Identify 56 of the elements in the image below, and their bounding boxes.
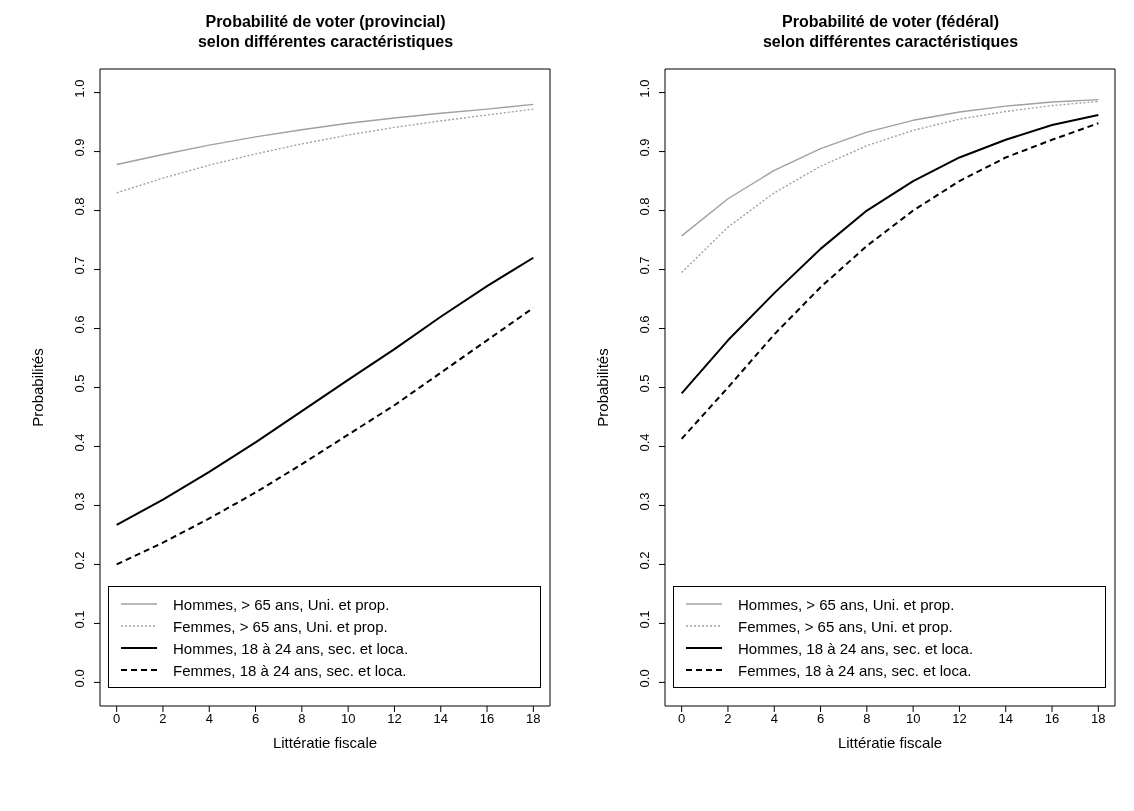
x-tick-label: 0 [113,711,121,727]
y-tick-label: 0.4 [637,433,652,452]
y-tick-label: 0.1 [637,610,652,629]
x-tick-label: 6 [816,711,825,727]
x-tick-label: 16 [479,711,495,727]
x-tick-label: 8 [863,711,871,727]
x-tick-label: 18 [526,711,541,727]
legend-label: Femmes, 18 à 24 ans, sec. et loca. [173,661,407,679]
x-tick-label: 0 [678,711,686,727]
x-axis-title: Littératie fiscale [272,734,378,751]
legend-label: Hommes, > 65 ans, Uni. et prop. [738,595,955,613]
x-tick-label: 10 [905,711,921,727]
x-tick-label: 2 [159,711,167,727]
y-tick-label: 0.6 [72,315,87,334]
y-tick-label: 0.3 [637,492,652,511]
x-tick-label: 18 [1091,711,1106,727]
y-tick-label: 0.0 [637,669,652,688]
chart-title: Probabilité de voter (fédéral) selon différentes caractéristiques [761,12,1020,52]
y-tick-label: 0.5 [72,374,87,393]
y-tick-label: 0.7 [637,256,652,275]
legend-label: Femmes, > 65 ans, Uni. et prop. [738,617,953,635]
chart-title: Probabilité de voter (provincial) selon différentes caractéristiques [196,12,455,52]
legend-label: Hommes, > 65 ans, Uni. et prop. [173,595,390,613]
y-tick-label: 0.2 [72,551,87,570]
y-axis-title: Probabilités [594,348,612,427]
x-tick-label: 6 [251,711,260,727]
y-tick-label: 0.2 [637,551,652,570]
legend-label: Femmes, > 65 ans, Uni. et prop. [173,617,388,635]
x-tick-label: 12 [952,711,967,727]
x-tick-label: 16 [1044,711,1060,727]
y-tick-label: 1.0 [72,79,87,98]
y-tick-label: 0.3 [72,492,87,511]
y-tick-label: 1.0 [637,79,652,98]
y-tick-label: 0.1 [72,610,87,629]
y-tick-label: 0.9 [637,138,652,157]
y-tick-label: 0.4 [72,433,87,452]
y-axis-title: Probabilités [29,348,47,427]
y-tick-label: 0.8 [72,197,87,216]
x-tick-label: 8 [298,711,306,727]
y-tick-label: 0.0 [72,669,87,688]
legend-label: Femmes, 18 à 24 ans, sec. et loca. [738,661,972,679]
x-tick-label: 14 [433,711,448,727]
x-tick-label: 2 [724,711,732,727]
x-tick-label: 4 [205,711,213,727]
x-axis-title: Littératie fiscale [837,734,943,751]
y-tick-label: 0.5 [637,374,652,393]
legend-label: Hommes, 18 à 24 ans, sec. et loca. [173,639,409,657]
legend-label: Hommes, 18 à 24 ans, sec. et loca. [738,639,974,657]
y-tick-label: 0.9 [72,138,87,157]
x-tick-label: 14 [998,711,1013,727]
x-tick-label: 12 [387,711,402,727]
x-tick-label: 10 [340,711,356,727]
x-tick-label: 4 [770,711,778,727]
y-tick-label: 0.6 [637,315,652,334]
y-tick-label: 0.7 [72,256,87,275]
y-tick-label: 0.8 [637,197,652,216]
